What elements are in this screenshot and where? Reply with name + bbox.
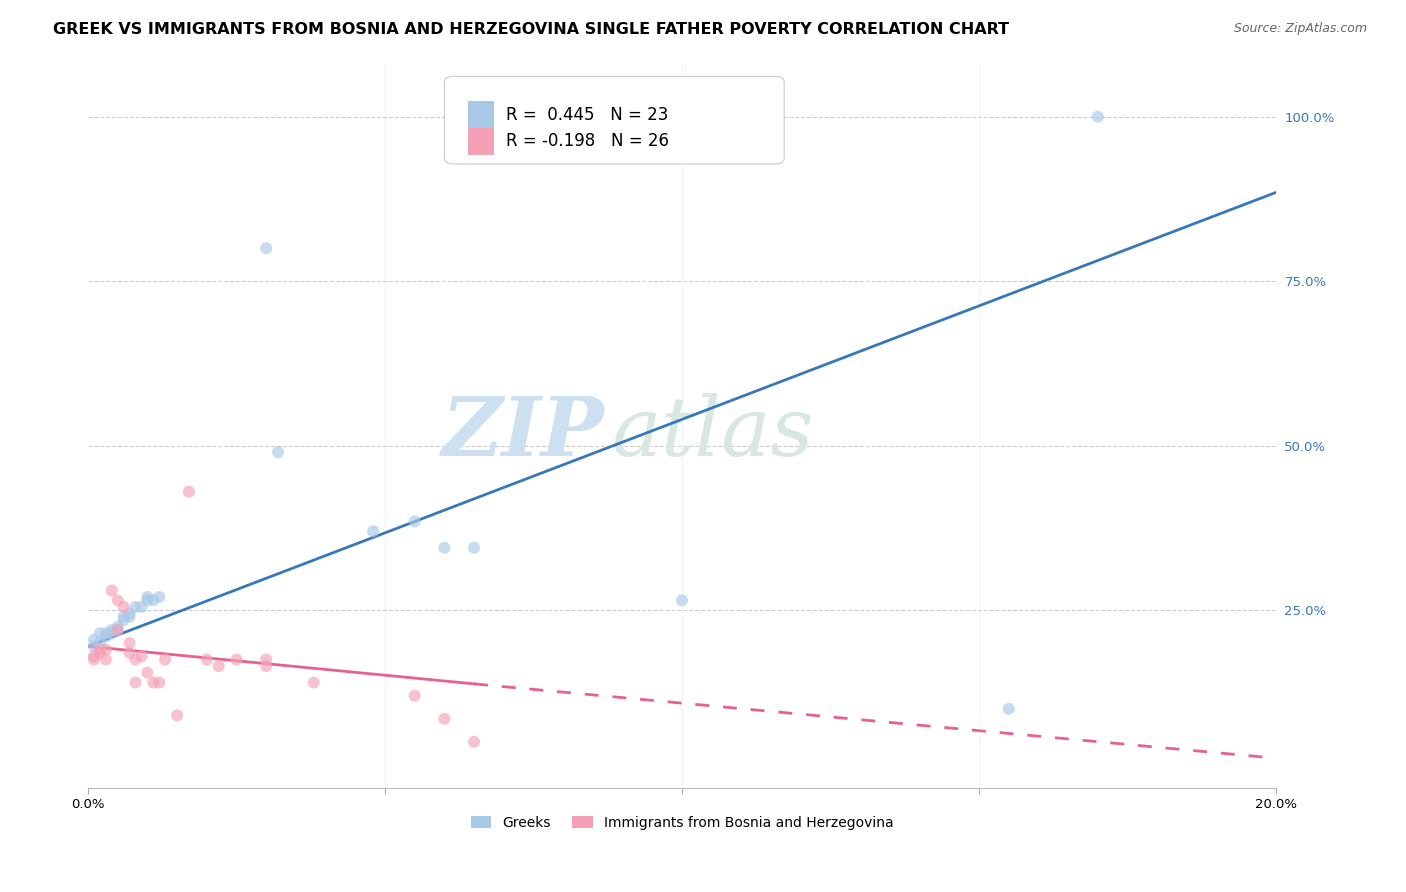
Point bbox=[433, 712, 456, 726]
FancyBboxPatch shape bbox=[444, 77, 785, 164]
Point bbox=[997, 702, 1019, 716]
Point bbox=[112, 609, 135, 624]
Point bbox=[463, 735, 485, 749]
Point bbox=[118, 609, 141, 624]
Point bbox=[131, 649, 153, 664]
Text: Source: ZipAtlas.com: Source: ZipAtlas.com bbox=[1233, 22, 1367, 36]
Point bbox=[118, 607, 141, 621]
Point bbox=[107, 593, 129, 607]
Point bbox=[177, 484, 200, 499]
Point bbox=[155, 652, 177, 666]
Point bbox=[94, 626, 117, 640]
Point bbox=[361, 524, 384, 539]
Text: atlas: atlas bbox=[610, 393, 813, 473]
Point bbox=[433, 541, 456, 555]
Point bbox=[83, 652, 105, 666]
Point bbox=[83, 640, 105, 654]
Point bbox=[107, 623, 129, 637]
Point bbox=[107, 619, 129, 633]
Bar bbox=[468, 101, 495, 128]
Point bbox=[107, 623, 129, 637]
Point bbox=[100, 623, 122, 637]
Legend: Greeks, Immigrants from Bosnia and Herzegovina: Greeks, Immigrants from Bosnia and Herze… bbox=[465, 810, 898, 835]
Point bbox=[142, 675, 165, 690]
Point bbox=[83, 632, 105, 647]
Point bbox=[302, 675, 325, 690]
Point bbox=[404, 689, 426, 703]
Point bbox=[671, 593, 693, 607]
Text: ZIP: ZIP bbox=[441, 393, 605, 473]
Point bbox=[254, 652, 277, 666]
Point bbox=[100, 583, 122, 598]
Point bbox=[100, 626, 122, 640]
Point bbox=[136, 590, 159, 604]
Text: GREEK VS IMMIGRANTS FROM BOSNIA AND HERZEGOVINA SINGLE FATHER POVERTY CORRELATIO: GREEK VS IMMIGRANTS FROM BOSNIA AND HERZ… bbox=[53, 22, 1010, 37]
Point bbox=[89, 626, 111, 640]
Point bbox=[112, 613, 135, 627]
Point bbox=[404, 514, 426, 528]
Point bbox=[254, 241, 277, 255]
Text: R =  0.445   N = 23: R = 0.445 N = 23 bbox=[506, 106, 669, 124]
Point bbox=[94, 630, 117, 644]
Point bbox=[1087, 110, 1109, 124]
Point bbox=[142, 593, 165, 607]
Point bbox=[195, 652, 218, 666]
Point bbox=[136, 593, 159, 607]
Point bbox=[166, 708, 188, 723]
Bar bbox=[468, 128, 495, 155]
Point bbox=[208, 659, 231, 673]
Text: R = -0.198   N = 26: R = -0.198 N = 26 bbox=[506, 132, 669, 151]
Point bbox=[83, 649, 105, 664]
Point bbox=[124, 675, 146, 690]
Point bbox=[124, 599, 146, 614]
Point bbox=[89, 646, 111, 660]
Point bbox=[148, 675, 170, 690]
Point bbox=[131, 599, 153, 614]
Point bbox=[94, 652, 117, 666]
Point bbox=[124, 652, 146, 666]
Point bbox=[254, 659, 277, 673]
Point bbox=[267, 445, 290, 459]
Point bbox=[94, 642, 117, 657]
Point bbox=[463, 541, 485, 555]
Point bbox=[89, 642, 111, 657]
Point bbox=[148, 590, 170, 604]
Point bbox=[118, 636, 141, 650]
Point bbox=[225, 652, 247, 666]
Point bbox=[89, 636, 111, 650]
Point bbox=[112, 599, 135, 614]
Point bbox=[136, 665, 159, 680]
Point bbox=[118, 646, 141, 660]
